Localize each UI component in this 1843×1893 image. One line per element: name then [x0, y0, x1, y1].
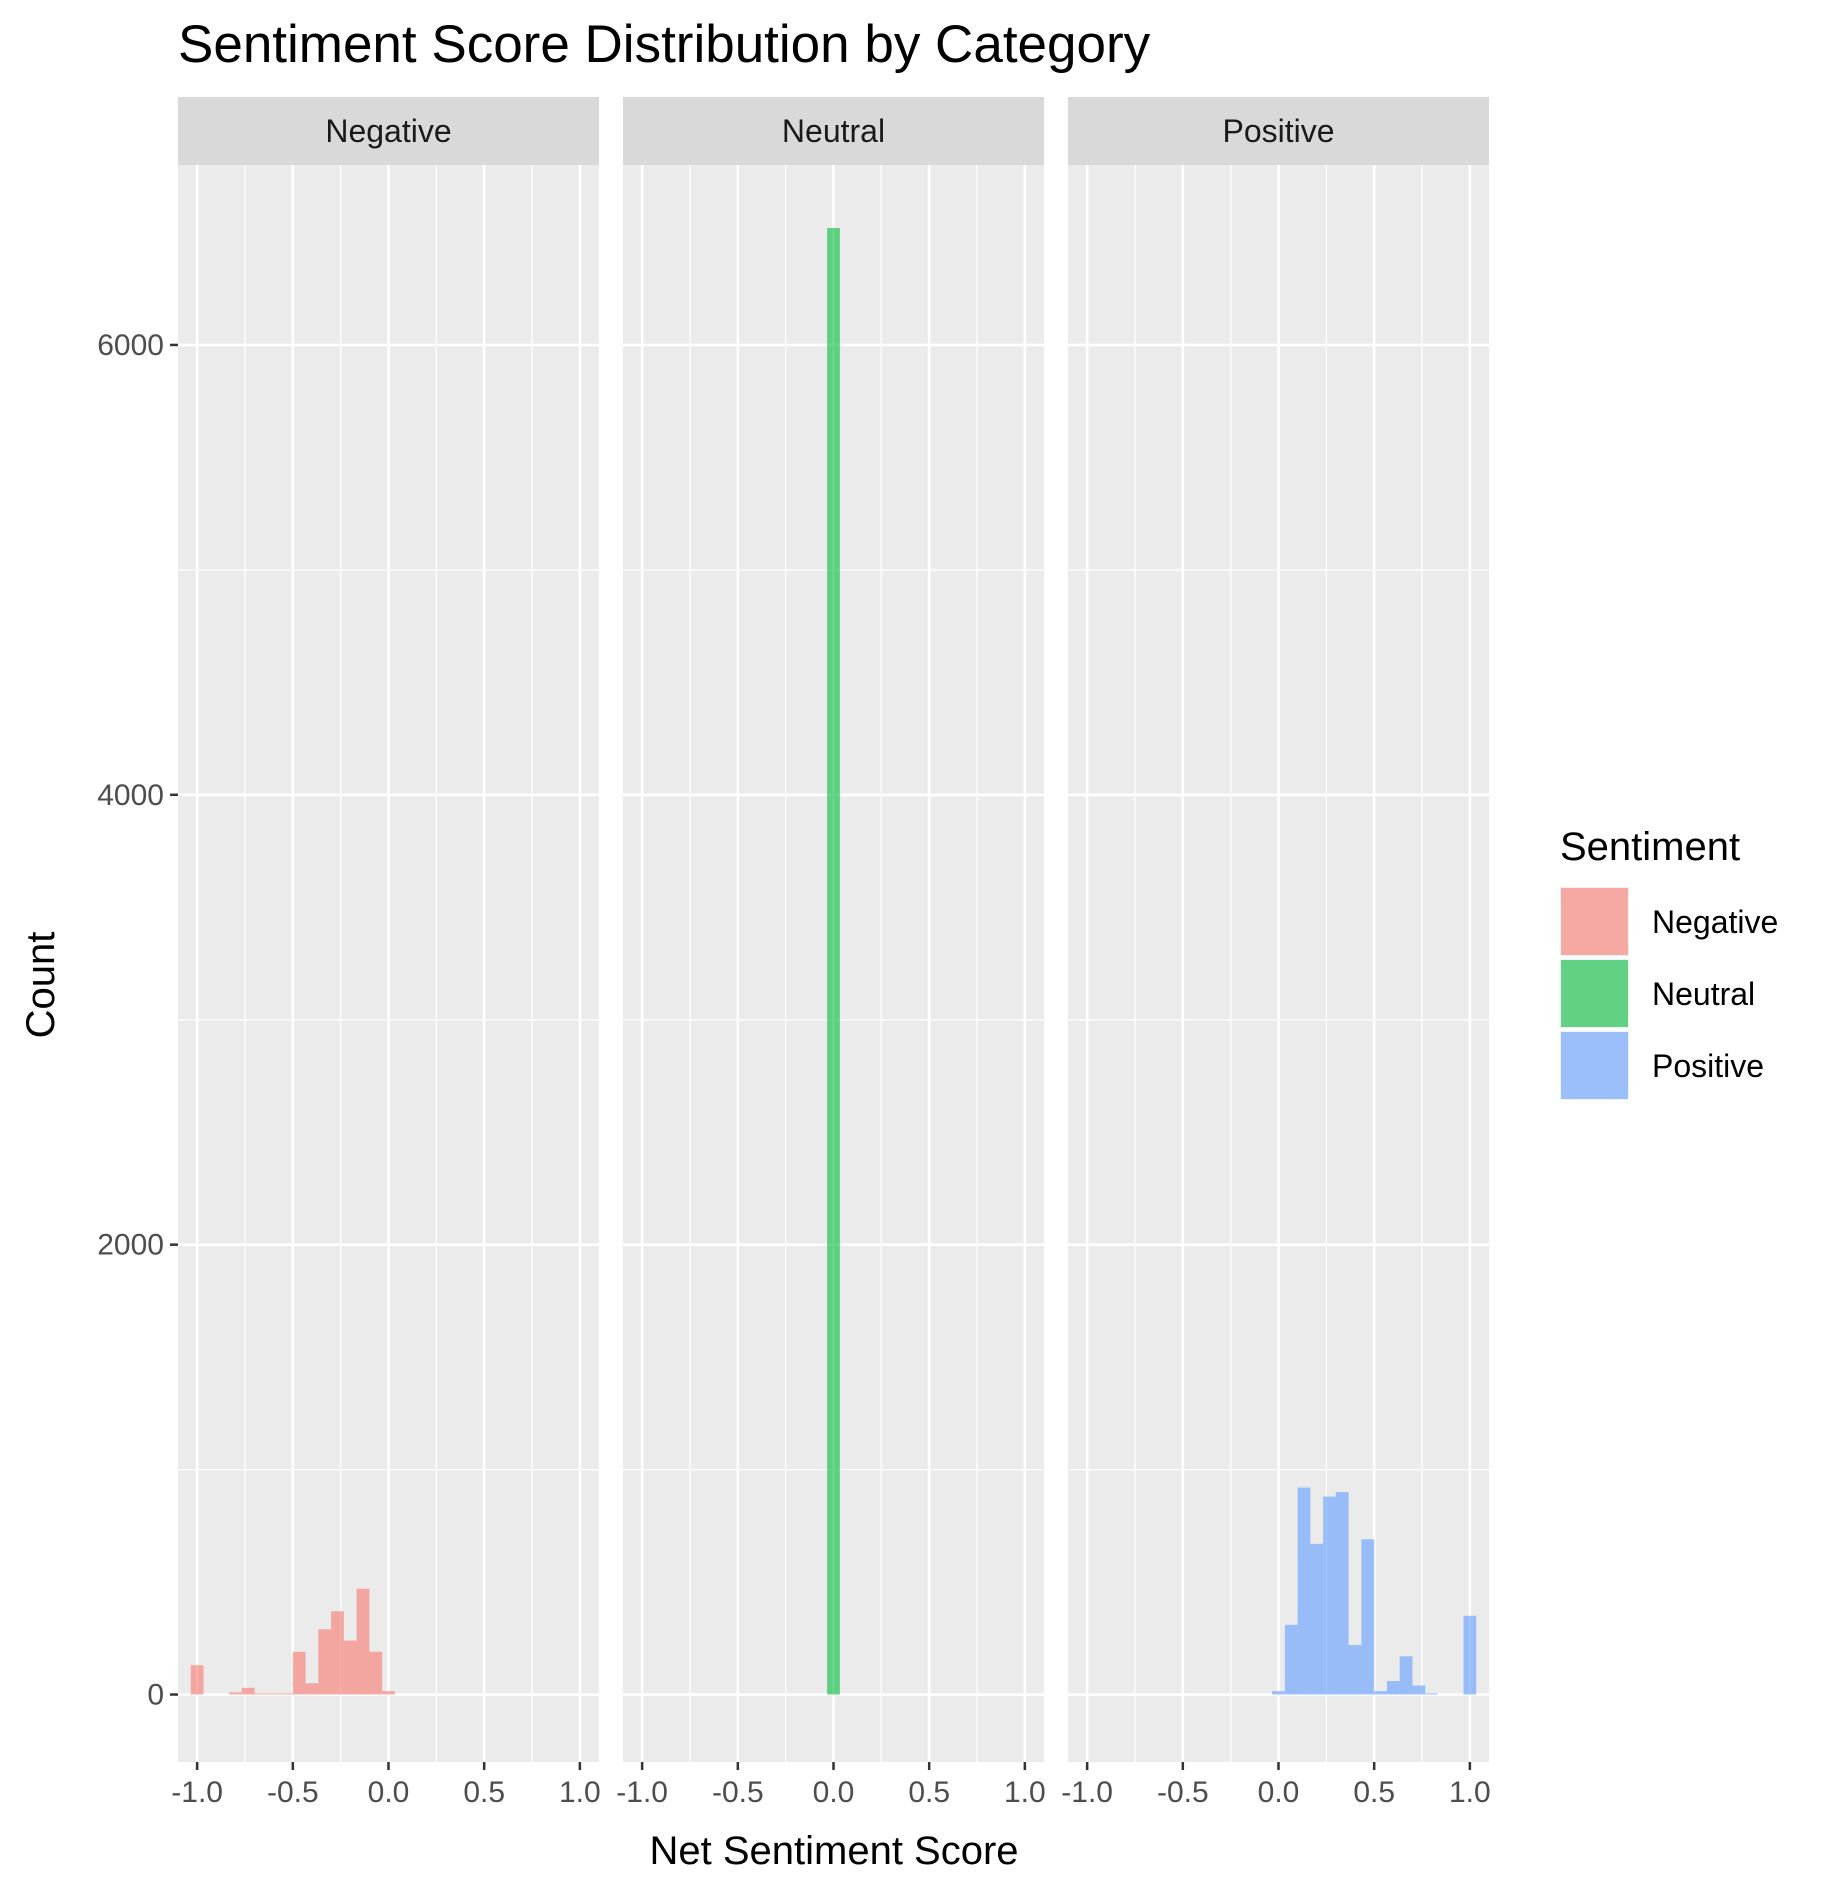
histogram-bar — [318, 1629, 332, 1695]
x-axis-title: Net Sentiment Score — [649, 1829, 1018, 1873]
x-tick-label: 0.0 — [368, 1776, 410, 1809]
x-tick-label: 1.0 — [559, 1776, 601, 1809]
histogram-bar — [254, 1693, 268, 1695]
histogram-bar — [343, 1640, 357, 1695]
legend-key-swatch — [1561, 888, 1628, 955]
histogram-bar — [1425, 1693, 1438, 1695]
histogram-bar — [1399, 1656, 1413, 1695]
histogram-bar — [331, 1611, 344, 1695]
facet-strip-label: Positive — [1222, 113, 1334, 149]
histogram-bar — [1463, 1615, 1477, 1695]
x-tick-label: -1.0 — [1061, 1776, 1113, 1809]
histogram-bar — [356, 1588, 370, 1695]
histogram-bar — [1335, 1492, 1349, 1695]
histogram-bar — [1412, 1685, 1426, 1695]
x-tick-label: 0.5 — [908, 1776, 950, 1809]
legend-key-swatch — [1561, 960, 1628, 1027]
histogram-bar — [1310, 1543, 1324, 1695]
x-tick-label: -0.5 — [1157, 1776, 1209, 1809]
facet-strip — [623, 97, 1044, 165]
x-tick-label: -0.5 — [712, 1776, 764, 1809]
histogram-bar — [1348, 1645, 1362, 1695]
y-tick-label: 4000 — [97, 779, 164, 812]
histogram-bar — [1361, 1539, 1375, 1695]
legend-title: Sentiment — [1560, 825, 1740, 869]
histogram-bar — [1272, 1691, 1285, 1695]
histogram-bar — [1297, 1487, 1311, 1695]
legend: Sentiment Negative Neutral Positive — [1560, 825, 1778, 1100]
x-tick-label: 0.5 — [1353, 1776, 1395, 1809]
histogram-bar — [280, 1693, 293, 1695]
y-axis-title: Count — [19, 932, 63, 1039]
x-tick-label: -1.0 — [171, 1776, 223, 1809]
y-tick-label: 2000 — [97, 1229, 164, 1262]
histogram-bar — [827, 227, 840, 1695]
histogram-bar — [241, 1687, 255, 1695]
facet-panel-neutral: Neutral -1.0 -0.5 0.0 0.5 1.0 — [616, 97, 1046, 1809]
histogram-bar — [382, 1691, 395, 1695]
y-tick-label: 0 — [147, 1679, 164, 1712]
legend-key-swatch — [1561, 1032, 1628, 1099]
x-tick-label: 0.5 — [463, 1776, 505, 1809]
facet-strip-label: Neutral — [782, 113, 885, 149]
x-tick-label: -1.0 — [616, 1776, 668, 1809]
x-tick-label: 0.0 — [1258, 1776, 1300, 1809]
x-tick-label: 1.0 — [1449, 1776, 1491, 1809]
legend-label: Neutral — [1652, 976, 1755, 1012]
facet-strip — [178, 97, 599, 165]
legend-label: Positive — [1652, 1048, 1764, 1084]
facet-panel-positive: Positive -1.0 -0.5 0.0 0.5 1.0 — [1061, 97, 1491, 1809]
legend-label: Negative — [1652, 904, 1778, 940]
facet-strip-label: Negative — [325, 113, 451, 149]
histogram-bar — [190, 1665, 204, 1695]
x-tick-label: 1.0 — [1004, 1776, 1046, 1809]
chart-title: Sentiment Score Distribution by Category — [178, 15, 1151, 74]
histogram-bar — [267, 1693, 281, 1695]
x-tick-label: -0.5 — [267, 1776, 319, 1809]
histogram-bar — [229, 1692, 242, 1695]
histogram-bar — [292, 1651, 306, 1695]
facet-strip — [1068, 97, 1489, 165]
y-tick-label: 6000 — [97, 329, 164, 362]
histogram-bar — [1284, 1624, 1298, 1695]
legend-item-positive: Positive — [1560, 1031, 1764, 1100]
histogram-bar — [305, 1683, 319, 1695]
facet-panel-negative: Negative -1.0 -0.5 0.0 0.5 1.0 — [171, 97, 601, 1809]
legend-item-negative: Negative — [1560, 887, 1778, 956]
x-tick-label: 0.0 — [813, 1776, 855, 1809]
histogram-bar — [1374, 1691, 1387, 1695]
legend-item-neutral: Neutral — [1560, 959, 1755, 1028]
histogram-bar — [369, 1651, 383, 1695]
histogram-bar — [1386, 1681, 1400, 1695]
histogram-bar — [1323, 1496, 1336, 1695]
